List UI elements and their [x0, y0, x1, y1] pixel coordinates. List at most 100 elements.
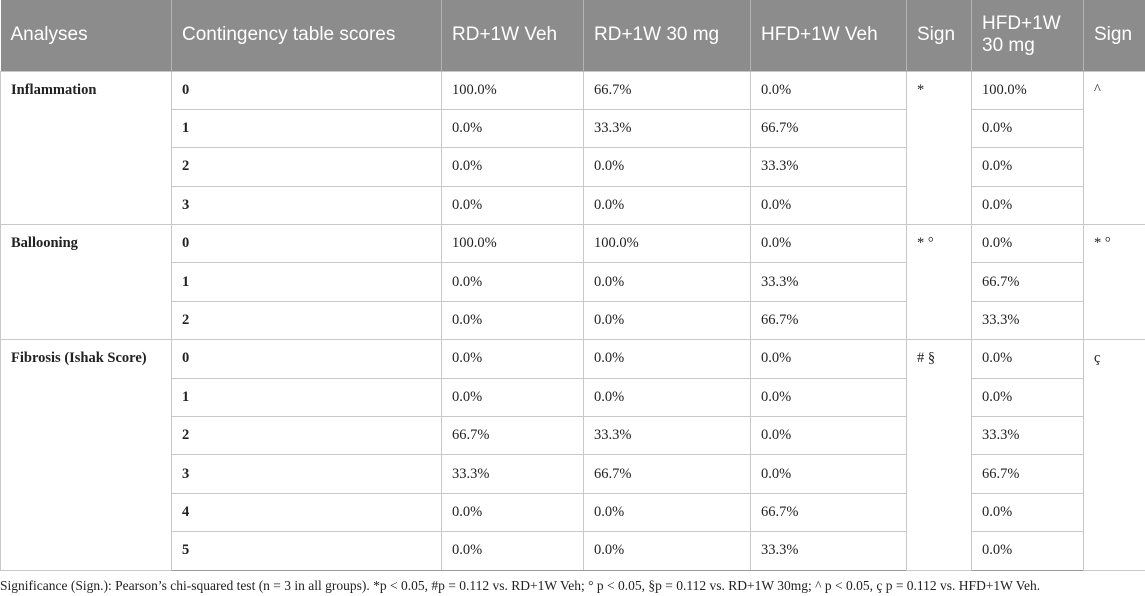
header-contingency-scores: Contingency table scores [171, 0, 442, 71]
score-cell: 0 [171, 339, 442, 379]
hfd-30mg-cell: 100.0% [971, 70, 1084, 110]
hfd-veh-cell: 0.0% [750, 339, 907, 379]
score-cell: 2 [171, 147, 442, 187]
hfd-30mg-cell: 0.0% [971, 339, 1084, 379]
hfd-veh-cell: 66.7% [750, 108, 907, 149]
table-row: 3 33.3% 66.7% 0.0% 66.7% [1, 454, 1145, 494]
hfd-30mg-cell: 0.0% [971, 224, 1084, 264]
score-cell: 3 [171, 454, 442, 494]
hfd-veh-cell: 0.0% [750, 377, 907, 418]
rd-30mg-cell: 0.0% [583, 185, 751, 226]
header-analyses: Analyses [0, 0, 172, 71]
rd-30mg-cell: 33.3% [583, 108, 751, 149]
hfd-30mg-cell: 66.7% [971, 262, 1084, 302]
sign-2-cell: ç [1083, 339, 1145, 571]
rd-veh-cell: 0.0% [441, 108, 584, 149]
hfd-veh-cell: 0.0% [750, 416, 907, 456]
rd-30mg-cell: 0.0% [583, 300, 751, 341]
analysis-name: Fibrosis (Ishak Score) [0, 339, 172, 571]
rd-veh-cell: 0.0% [441, 185, 584, 226]
rd-30mg-cell: 0.0% [583, 339, 751, 379]
hfd-veh-cell: 0.0% [750, 70, 907, 110]
header-rd-veh: RD+1W Veh [441, 0, 584, 71]
hfd-veh-cell: 33.3% [750, 147, 907, 187]
score-cell: 1 [171, 108, 442, 149]
rd-30mg-cell: 66.7% [583, 454, 751, 494]
score-cell: 1 [171, 377, 442, 418]
sign-1-cell: * [906, 70, 972, 226]
sign-1-cell: # § [906, 339, 972, 571]
rd-30mg-cell: 0.0% [583, 377, 751, 418]
score-cell: 0 [171, 224, 442, 264]
score-cell: 2 [171, 300, 442, 341]
hfd-veh-cell: 0.0% [750, 454, 907, 494]
rd-30mg-cell: 100.0% [583, 224, 751, 264]
hfd-veh-cell: 66.7% [750, 492, 907, 533]
table-row: 1 0.0% 33.3% 66.7% 0.0% [1, 108, 1145, 149]
header-hfd-30mg: HFD+1W 30 mg [971, 0, 1084, 71]
score-cell: 5 [171, 531, 442, 571]
hfd-30mg-cell: 0.0% [971, 185, 1084, 226]
hfd-veh-cell: 0.0% [750, 185, 907, 226]
rd-30mg-cell: 0.0% [583, 492, 751, 533]
rd-veh-cell: 33.3% [441, 454, 584, 494]
score-cell: 4 [171, 492, 442, 533]
hfd-veh-cell: 33.3% [750, 531, 907, 571]
hfd-30mg-cell: 0.0% [971, 147, 1084, 187]
rd-veh-cell: 100.0% [441, 224, 584, 264]
header-rd-30mg: RD+1W 30 mg [583, 0, 751, 71]
table-row: 5 0.0% 0.0% 33.3% 0.0% [1, 531, 1145, 571]
rd-30mg-cell: 0.0% [583, 531, 751, 571]
table-row: 3 0.0% 0.0% 0.0% 0.0% [1, 185, 1145, 226]
rd-veh-cell: 0.0% [441, 262, 584, 302]
rd-veh-cell: 0.0% [441, 492, 584, 533]
score-cell: 2 [171, 416, 442, 456]
hfd-veh-cell: 66.7% [750, 300, 907, 341]
hfd-30mg-cell: 0.0% [971, 377, 1084, 418]
analysis-name: Ballooning [0, 224, 172, 341]
header-sign-1: Sign [906, 0, 972, 71]
hfd-veh-cell: 0.0% [750, 224, 907, 264]
score-cell: 3 [171, 185, 442, 226]
table-row: 2 0.0% 0.0% 66.7% 33.3% [1, 300, 1145, 341]
contingency-table: Analyses Contingency table scores RD+1W … [0, 0, 1145, 571]
header-hfd-veh: HFD+1W Veh [750, 0, 907, 71]
rd-veh-cell: 100.0% [441, 70, 584, 110]
score-cell: 0 [171, 70, 442, 110]
header-row: Analyses Contingency table scores RD+1W … [0, 0, 1145, 71]
table-row: 2 66.7% 33.3% 0.0% 33.3% [1, 416, 1145, 456]
sign-1-cell: * ° [906, 224, 972, 341]
hfd-30mg-cell: 66.7% [971, 454, 1084, 494]
table-row: Ballooning 0 100.0% 100.0% 0.0% * ° 0.0% * ° [0, 224, 1145, 341]
table-row: Fibrosis (Ishak Score) 0 0.0% 0.0% 0.0% # § 0.… [0, 339, 1145, 571]
table-row: 4 0.0% 0.0% 66.7% 0.0% [1, 492, 1145, 533]
rd-veh-cell: 0.0% [441, 300, 584, 341]
header-sign-2: Sign [1083, 0, 1145, 71]
sign-2-cell: ^ [1083, 70, 1145, 226]
hfd-30mg-cell: 0.0% [971, 531, 1084, 571]
hfd-30mg-cell: 33.3% [971, 300, 1084, 341]
rd-30mg-cell: 33.3% [583, 416, 751, 456]
hfd-veh-cell: 33.3% [750, 262, 907, 302]
table-row: Inflammation 0 100.0% 66.7% 0.0% * 100.0% ^ [0, 70, 1145, 226]
hfd-30mg-cell: 33.3% [971, 416, 1084, 456]
analysis-name: Inflammation [0, 70, 172, 226]
rd-30mg-cell: 66.7% [583, 70, 751, 110]
score-cell: 1 [171, 262, 442, 302]
hfd-30mg-cell: 0.0% [971, 492, 1084, 533]
rd-veh-cell: 0.0% [441, 147, 584, 187]
rd-veh-cell: 66.7% [441, 416, 584, 456]
rd-30mg-cell: 0.0% [583, 262, 751, 302]
rd-30mg-cell: 0.0% [583, 147, 751, 187]
table-row: 1 0.0% 0.0% 0.0% 0.0% [1, 377, 1145, 418]
significance-footnote: Significance (Sign.): Pearson’s chi-squa… [0, 578, 1041, 593]
table-body: Inflammation 0 100.0% 66.7% 0.0% * 100.0% ^ 1 0.0… [0, 70, 1145, 571]
rd-veh-cell: 0.0% [441, 339, 584, 379]
table-row: 2 0.0% 0.0% 33.3% 0.0% [1, 147, 1145, 187]
sign-2-cell: * ° [1083, 224, 1145, 341]
table-row: 1 0.0% 0.0% 33.3% 66.7% [1, 262, 1145, 302]
hfd-30mg-cell: 0.0% [971, 108, 1084, 149]
rd-veh-cell: 0.0% [441, 531, 584, 571]
rd-veh-cell: 0.0% [441, 377, 584, 418]
